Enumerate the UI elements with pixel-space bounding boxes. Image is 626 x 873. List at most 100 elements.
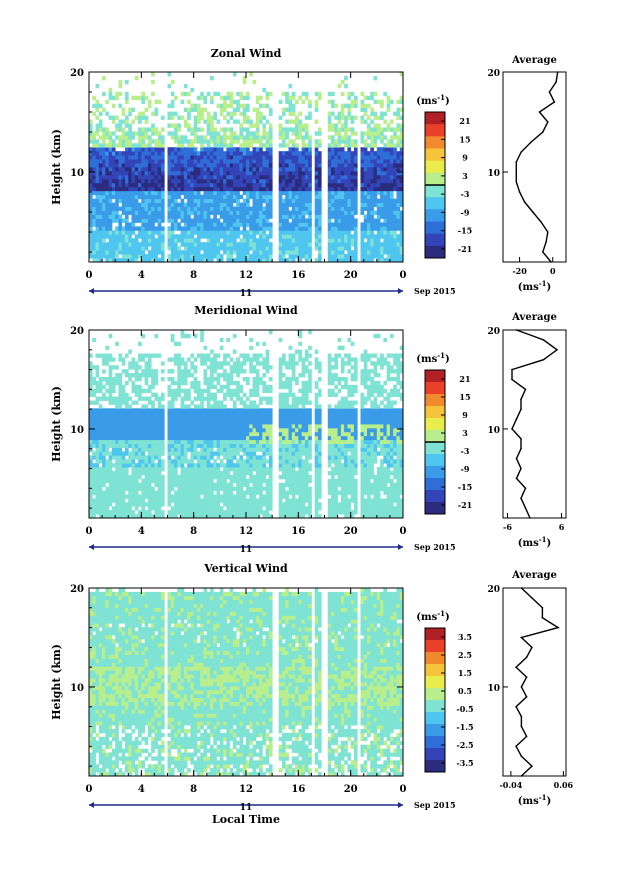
heatmap-cell (226, 506, 231, 511)
heatmap-cell (239, 174, 244, 180)
heatmap-cell (380, 254, 384, 259)
heatmap-cell (246, 119, 250, 124)
heatmap-cell (144, 222, 149, 227)
heatmap-cell (255, 246, 260, 251)
heatmap-cell (226, 159, 231, 164)
heatmap-cell (200, 404, 204, 409)
heatmap-cell (252, 163, 257, 168)
heatmap-cell (193, 333, 198, 339)
heatmap-cell (196, 234, 201, 239)
heatmap-cell (95, 400, 100, 405)
heatmap-cell (98, 498, 103, 503)
heatmap-cell (187, 163, 191, 168)
heatmap-cell (363, 182, 368, 188)
heatmap-cell (344, 123, 348, 128)
heatmap-cell (363, 250, 368, 255)
heatmap-cell (167, 131, 172, 136)
heatmap-cell (216, 254, 221, 259)
heatmap-cell (108, 494, 113, 499)
heatmap-cell (200, 502, 204, 507)
heatmap-cell (259, 182, 263, 188)
heatmap-cell (210, 258, 214, 263)
heatmap-cell (291, 131, 296, 136)
heatmap-cell (105, 194, 110, 200)
heatmap-cell (118, 498, 123, 503)
heatmap-cell (134, 384, 139, 390)
heatmap-cell (105, 202, 110, 207)
heatmap-cell (216, 174, 221, 180)
heatmap-cell (360, 178, 365, 184)
heatmap-cell (367, 115, 371, 120)
heatmap-cell (105, 178, 110, 184)
heatmap-cell (255, 206, 260, 211)
heatmap-cell (219, 498, 224, 503)
heatmap-cell (219, 95, 224, 101)
heatmap-cell (118, 242, 123, 247)
heatmap-cell (141, 250, 145, 255)
heatmap-cell (337, 139, 342, 144)
heatmap-cell (174, 238, 178, 243)
heatmap-cell (213, 202, 217, 207)
heatmap-cell (144, 230, 149, 235)
heatmap-cell (203, 490, 208, 495)
heatmap-cell (344, 143, 348, 148)
heatmap-cell (144, 404, 149, 409)
heatmap-cell (138, 471, 142, 476)
heatmap-cell (193, 482, 198, 488)
heatmap-cell (160, 396, 165, 401)
heatmap-cell (265, 143, 270, 148)
heatmap-cell (268, 151, 273, 156)
heatmap-cell (131, 174, 136, 180)
heatmap-cell (370, 250, 374, 255)
heatmap-cell (213, 467, 217, 472)
heatmap-cell (301, 167, 306, 172)
heatmap-cell (167, 147, 172, 152)
heatmap-cell (151, 392, 155, 397)
heatmap-cell (131, 198, 136, 204)
heatmap-cell (255, 242, 260, 247)
heatmap-cell (131, 455, 136, 460)
heatmap-cell (337, 186, 342, 192)
heatmap-cell (223, 170, 227, 176)
heatmap-cell (298, 182, 302, 188)
heatmap-cell (265, 206, 270, 211)
heatmap-cell (223, 198, 227, 204)
heatmap-cell (151, 494, 155, 499)
heatmap-cell (138, 412, 142, 417)
heatmap-cell (177, 163, 181, 168)
heatmap-cell (288, 103, 293, 109)
heatmap-cell (157, 412, 162, 417)
heatmap-cell (376, 174, 381, 180)
heatmap-cell (281, 178, 286, 184)
heatmap-cell (331, 159, 335, 164)
heatmap-cell (334, 151, 338, 156)
heatmap-cell (216, 427, 221, 433)
heatmap-cell (98, 510, 103, 515)
heatmap-cell (151, 147, 155, 152)
heatmap-cell (170, 131, 175, 136)
heatmap-cell (376, 218, 381, 223)
heatmap-cell (180, 210, 185, 215)
heatmap-cell (219, 186, 224, 192)
heatmap-cell (190, 155, 195, 160)
heatmap-cell (249, 143, 253, 148)
heatmap-cell (180, 424, 185, 429)
heatmap-cell (291, 147, 296, 152)
heatmap-cell (124, 210, 129, 215)
heatmap-cell (124, 416, 129, 421)
heatmap-cell (108, 486, 113, 491)
heatmap-cell (203, 206, 208, 211)
heatmap-cell (350, 163, 355, 168)
heatmap-cell (301, 198, 306, 204)
heatmap-cell (183, 510, 188, 515)
heatmap-cell (334, 186, 338, 192)
heatmap-cell (360, 151, 365, 156)
heatmap-cell (200, 510, 204, 515)
heatmap-cell (317, 131, 322, 136)
heatmap-cell (190, 361, 195, 366)
heatmap-cell (203, 170, 208, 176)
heatmap-cell (190, 190, 195, 196)
heatmap-cell (190, 427, 195, 433)
heatmap-cell (115, 408, 119, 413)
heatmap-cell (399, 250, 404, 255)
